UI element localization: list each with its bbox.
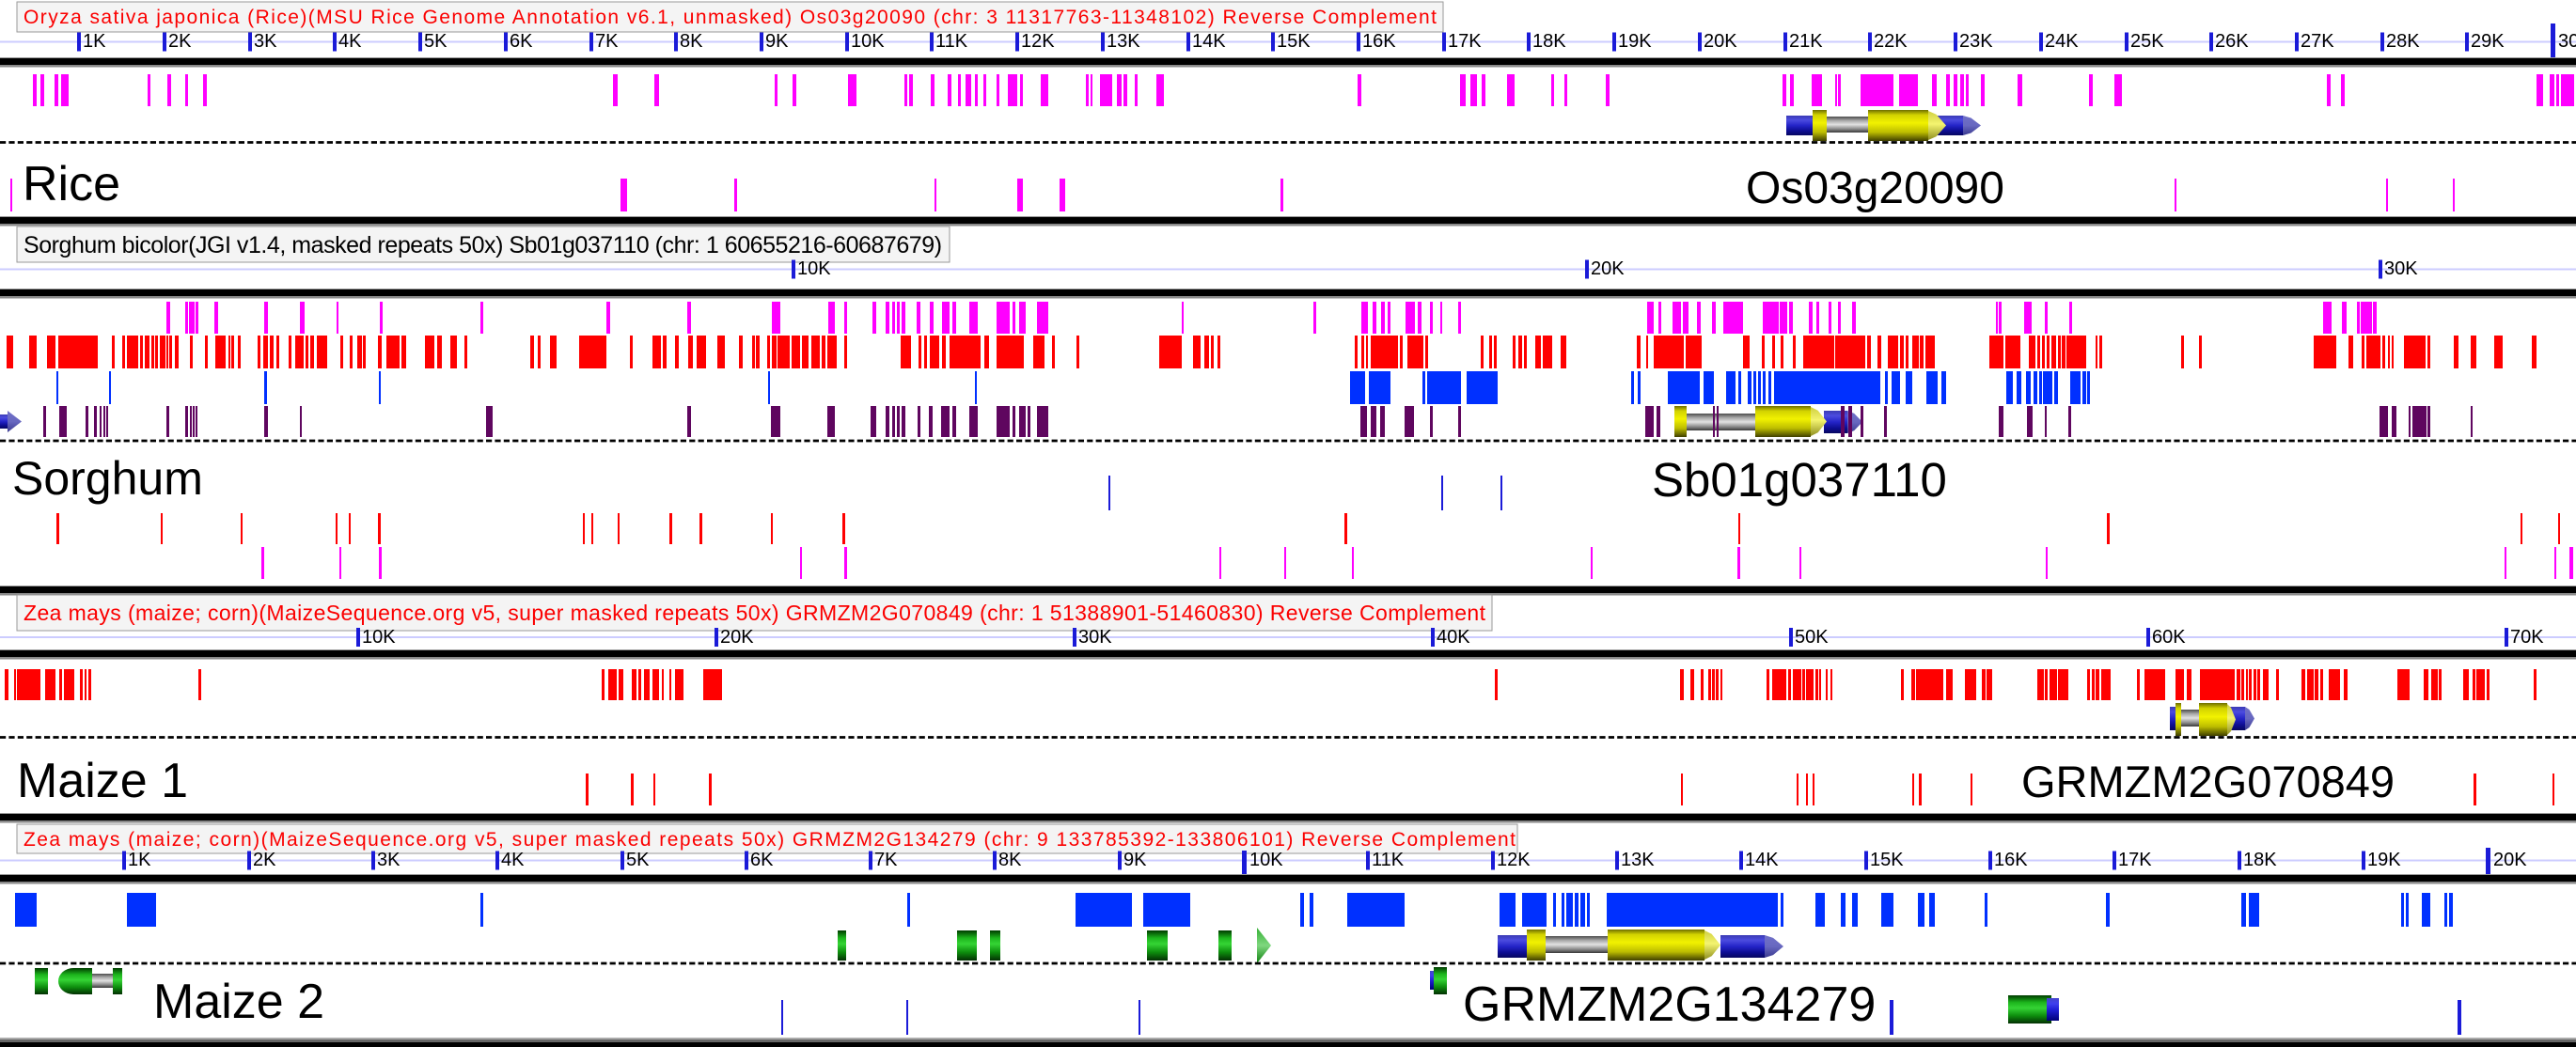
svg-text:Sorghum: Sorghum (12, 452, 203, 505)
svg-text:5K: 5K (424, 31, 448, 52)
svg-text:3K: 3K (254, 31, 277, 52)
svg-text:3K: 3K (377, 850, 401, 870)
svg-text:12K: 12K (1021, 31, 1055, 52)
svg-text:2K: 2K (253, 850, 276, 870)
svg-text:5K: 5K (626, 850, 650, 870)
svg-text:Zea mays (maize; corn)(MaizeSe: Zea mays (maize; corn)(MaizeSequence.org… (24, 829, 1516, 851)
svg-text:Oryza sativa japonica (Rice)(M: Oryza sativa japonica (Rice)(MSU Rice Ge… (24, 7, 1437, 28)
svg-text:1K: 1K (83, 31, 106, 52)
svg-text:19K: 19K (1618, 31, 1652, 52)
svg-text:Zea mays (maize; corn)(MaizeSe: Zea mays (maize; corn)(MaizeSequence.org… (24, 601, 1486, 625)
svg-text:15K: 15K (1870, 850, 1904, 870)
svg-text:Maize 1: Maize 1 (17, 754, 188, 808)
svg-text:6K: 6K (510, 31, 533, 52)
svg-text:11K: 11K (1372, 850, 1405, 870)
svg-text:Maize 2: Maize 2 (153, 975, 324, 1029)
svg-text:20K: 20K (1591, 258, 1625, 279)
svg-text:16K: 16K (1994, 850, 2028, 870)
svg-text:50K: 50K (1795, 627, 1829, 648)
svg-text:14K: 14K (1192, 31, 1226, 52)
svg-text:25K: 25K (2130, 31, 2164, 52)
svg-text:19K: 19K (2367, 850, 2401, 870)
svg-text:9K: 9K (1123, 850, 1147, 870)
svg-text:70K: 70K (2510, 627, 2544, 648)
svg-text:21K: 21K (1789, 31, 1823, 52)
svg-text:15K: 15K (1277, 31, 1311, 52)
svg-text:2K: 2K (168, 31, 192, 52)
svg-text:27K: 27K (2301, 31, 2334, 52)
svg-text:GRMZM2G134279: GRMZM2G134279 (1463, 977, 1876, 1032)
svg-text:Sorghum bicolor(JGI v1.4, mask: Sorghum bicolor(JGI v1.4, masked repeats… (24, 232, 942, 258)
svg-text:4K: 4K (501, 850, 525, 870)
svg-text:Os03g20090: Os03g20090 (1746, 164, 2004, 213)
svg-text:9K: 9K (765, 31, 789, 52)
svg-text:8K: 8K (680, 31, 703, 52)
svg-text:30K: 30K (2384, 258, 2418, 279)
svg-text:11K: 11K (935, 31, 968, 52)
svg-text:14K: 14K (1745, 850, 1779, 870)
svg-text:17K: 17K (1448, 31, 1482, 52)
svg-text:7K: 7K (874, 850, 898, 870)
svg-text:Sb01g037110: Sb01g037110 (1652, 453, 1947, 507)
svg-text:20K: 20K (720, 627, 754, 648)
svg-text:28K: 28K (2386, 31, 2420, 52)
svg-text:12K: 12K (1497, 850, 1531, 870)
svg-text:Rice: Rice (23, 157, 120, 211)
svg-text:30K: 30K (2558, 31, 2576, 52)
svg-text:20K: 20K (1704, 31, 1737, 52)
svg-text:7K: 7K (595, 31, 619, 52)
svg-text:10K: 10K (851, 31, 885, 52)
svg-text:18K: 18K (2243, 850, 2277, 870)
svg-text:29K: 29K (2471, 31, 2505, 52)
svg-text:40K: 40K (1437, 627, 1470, 648)
svg-text:22K: 22K (1874, 31, 1908, 52)
svg-text:17K: 17K (2118, 850, 2152, 870)
svg-text:10K: 10K (797, 258, 831, 279)
svg-text:30K: 30K (1078, 627, 1112, 648)
svg-text:6K: 6K (750, 850, 774, 870)
svg-text:4K: 4K (338, 31, 362, 52)
svg-text:GRMZM2G070849: GRMZM2G070849 (2021, 757, 2395, 806)
svg-text:10K: 10K (1249, 850, 1283, 870)
svg-text:8K: 8K (998, 850, 1022, 870)
svg-text:10K: 10K (362, 627, 396, 648)
svg-text:60K: 60K (2152, 627, 2186, 648)
svg-text:13K: 13K (1621, 850, 1655, 870)
svg-text:24K: 24K (2045, 31, 2079, 52)
svg-text:20K: 20K (2493, 850, 2527, 870)
svg-text:13K: 13K (1107, 31, 1140, 52)
svg-text:18K: 18K (1532, 31, 1566, 52)
svg-text:16K: 16K (1362, 31, 1396, 52)
svg-text:1K: 1K (128, 850, 151, 870)
svg-text:23K: 23K (1959, 31, 1993, 52)
svg-text:26K: 26K (2215, 31, 2249, 52)
